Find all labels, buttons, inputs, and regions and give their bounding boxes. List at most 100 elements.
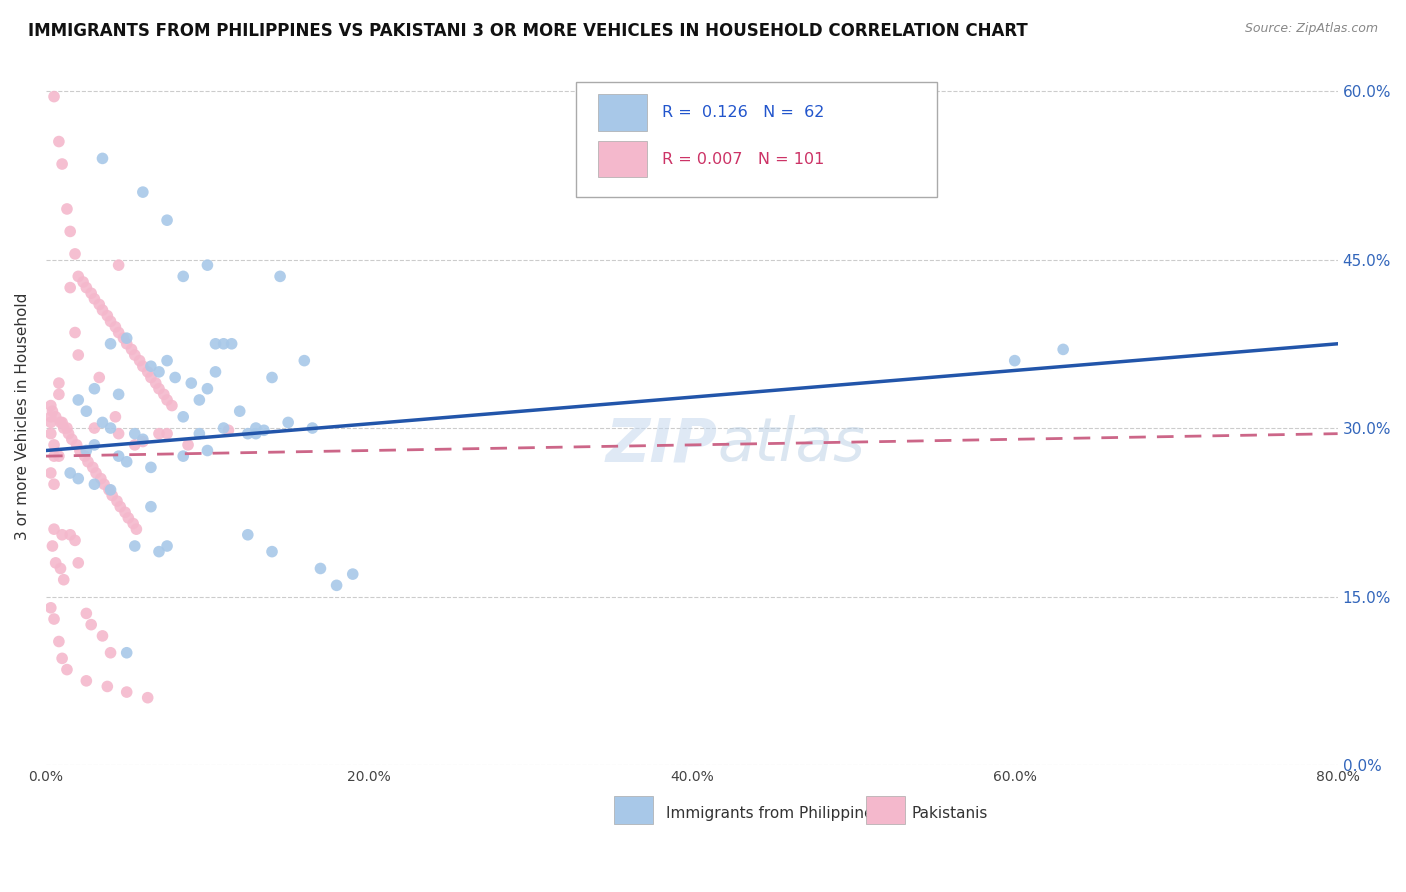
Point (45, 556, 67, 570)
Text: Source: ZipAtlas.com: Source: ZipAtlas.com (1244, 22, 1378, 36)
Point (260, 544, 283, 558)
Point (51, 528, 73, 542)
Point (39, 426, 62, 441)
Point (49, 561, 72, 575)
Point (165, 370, 187, 384)
Point (148, 544, 170, 558)
Point (42, 477, 65, 491)
Point (59, 280, 82, 294)
Point (309, 561, 332, 575)
Point (156, 353, 179, 368)
Point (93, 477, 115, 491)
Point (104, 320, 127, 334)
Point (269, 269, 291, 284)
Point (105, 494, 128, 508)
Point (177, 438, 200, 452)
Point (41, 404, 63, 418)
Point (39, 600, 62, 615)
Point (112, 331, 135, 345)
Point (128, 353, 150, 368)
Point (188, 426, 211, 441)
Point (188, 392, 211, 407)
Point (67, 269, 90, 284)
Point (136, 365, 159, 379)
Point (253, 423, 276, 437)
Point (204, 336, 226, 351)
Point (84, 466, 107, 480)
Y-axis label: 3 or more Vehicles in Household: 3 or more Vehicles in Household (15, 293, 30, 541)
Point (139, 460, 162, 475)
Point (100, 483, 122, 497)
Point (132, 432, 155, 446)
Point (67, 348, 90, 362)
Point (139, 370, 162, 384)
Point (228, 404, 250, 418)
Point (160, 399, 183, 413)
Point (132, 359, 155, 374)
Text: R =  0.126   N =  62: R = 0.126 N = 62 (662, 105, 824, 120)
Point (48, 135, 70, 149)
Point (97, 483, 120, 497)
Point (148, 382, 170, 396)
Point (197, 382, 219, 396)
Point (172, 449, 194, 463)
Point (39, 466, 62, 480)
Point (277, 416, 299, 430)
Point (153, 387, 176, 401)
Point (125, 522, 148, 536)
Point (107, 387, 129, 401)
Point (117, 511, 139, 525)
Point (301, 421, 323, 435)
Point (342, 567, 364, 582)
Point (156, 213, 179, 227)
Point (100, 646, 122, 660)
Text: ZIP: ZIP (606, 415, 717, 475)
Point (63, 326, 86, 340)
Point (325, 578, 347, 592)
Point (45, 409, 67, 424)
Point (197, 258, 219, 272)
Point (42, 522, 65, 536)
Point (52, 421, 75, 435)
Point (75, 280, 97, 294)
Point (114, 505, 136, 519)
Point (101, 488, 124, 502)
Point (148, 426, 170, 441)
Point (83, 292, 105, 306)
Point (245, 426, 267, 441)
Point (180, 376, 202, 390)
Point (122, 516, 145, 531)
Point (100, 421, 122, 435)
Point (115, 455, 138, 469)
Point (115, 331, 138, 345)
Point (42, 89, 65, 103)
Point (124, 426, 146, 441)
Point (59, 528, 82, 542)
Point (82, 460, 104, 475)
Point (39, 416, 62, 430)
Point (236, 426, 259, 441)
Point (139, 359, 162, 374)
Point (204, 365, 226, 379)
Point (42, 438, 65, 452)
FancyBboxPatch shape (614, 797, 652, 824)
FancyBboxPatch shape (598, 141, 647, 178)
Point (59, 466, 82, 480)
Point (51, 651, 73, 665)
Point (212, 336, 235, 351)
Point (107, 258, 129, 272)
Point (96, 680, 118, 694)
Point (156, 426, 179, 441)
Point (217, 423, 239, 437)
Point (63, 533, 86, 548)
Point (83, 477, 105, 491)
Point (67, 392, 90, 407)
FancyBboxPatch shape (598, 95, 647, 130)
Point (56, 202, 79, 216)
Point (1004, 353, 1026, 368)
Point (139, 500, 162, 514)
Point (245, 421, 267, 435)
FancyBboxPatch shape (866, 797, 905, 824)
Point (52, 573, 75, 587)
Point (89, 370, 111, 384)
